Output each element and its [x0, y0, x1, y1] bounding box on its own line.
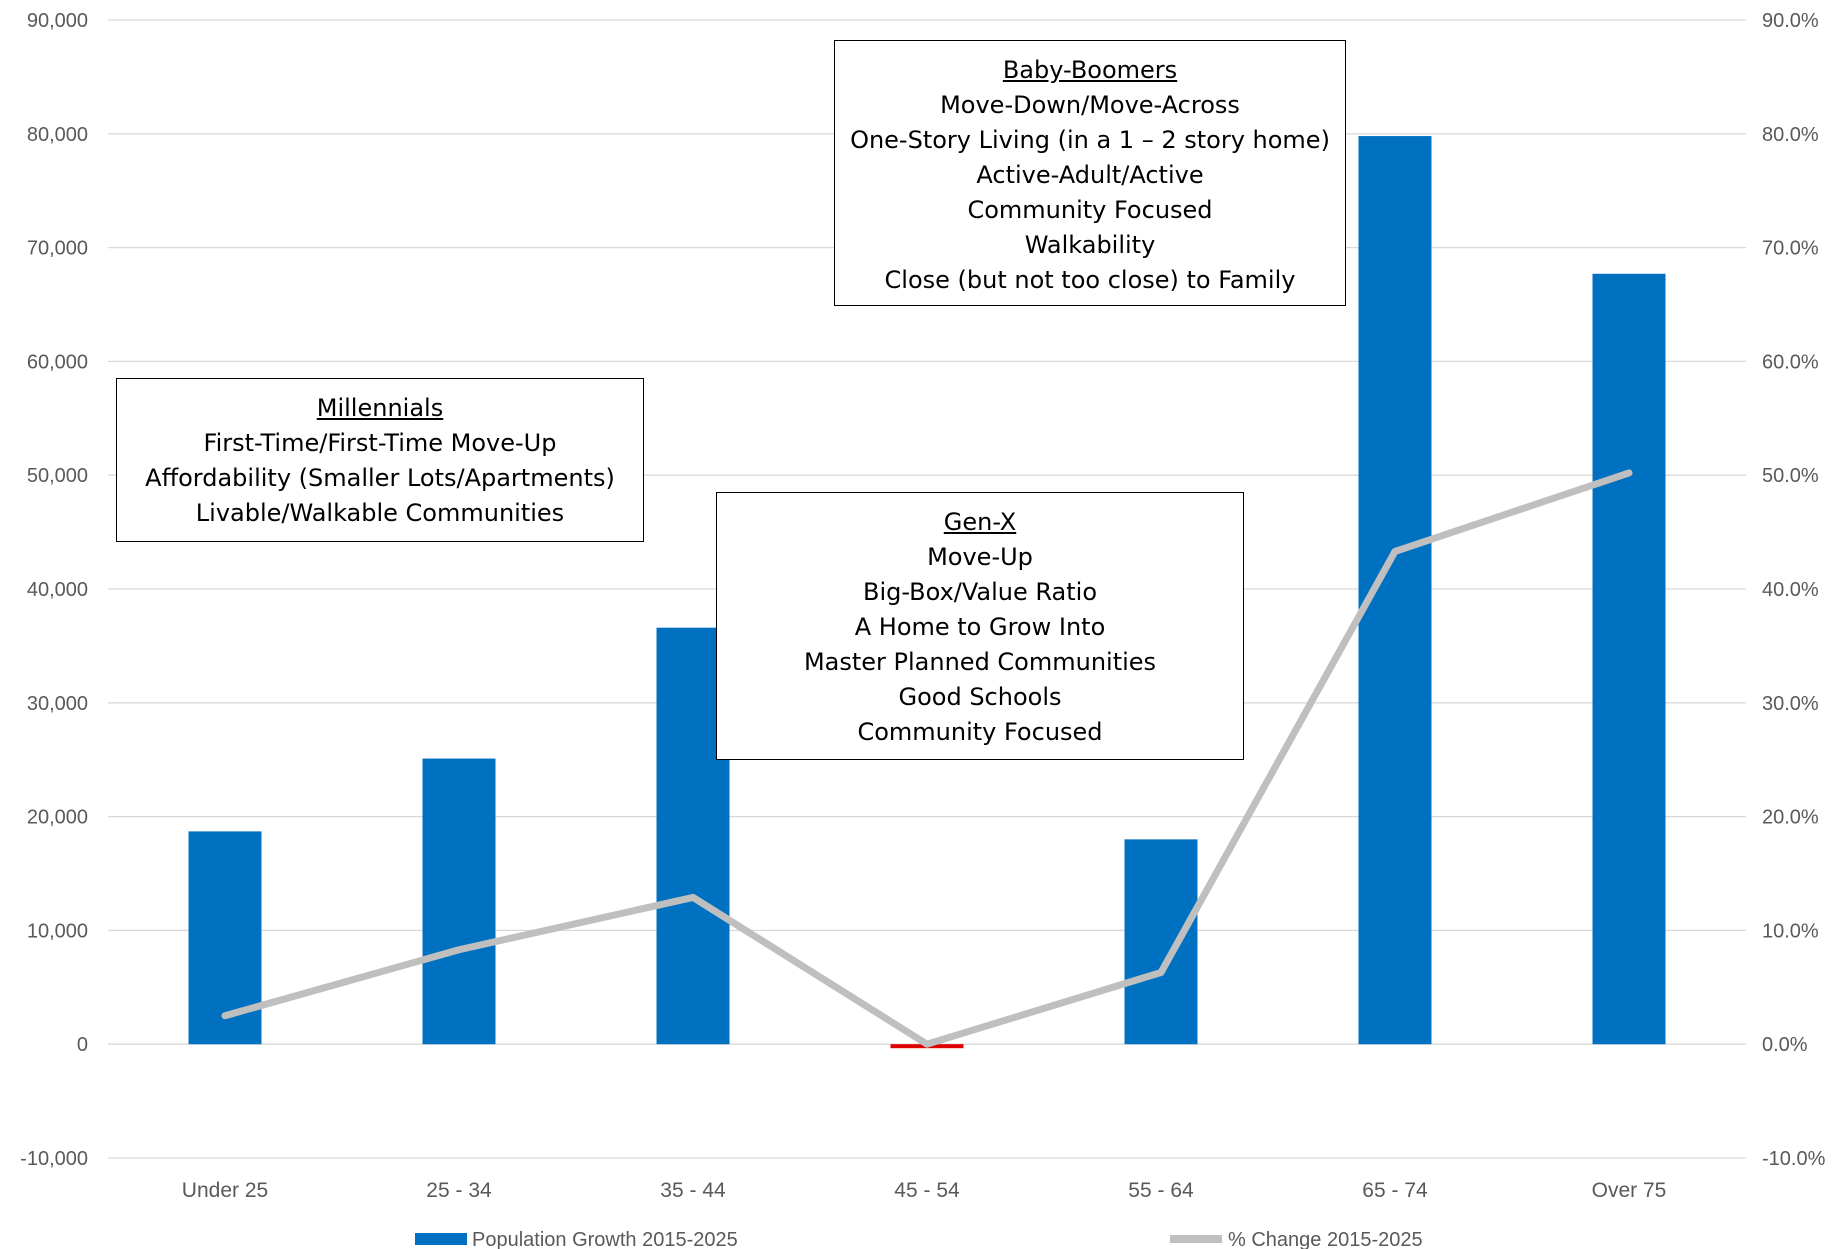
boomers-line: Community Focused — [967, 196, 1213, 224]
left-tick-label: 60,000 — [27, 351, 88, 373]
right-tick-label: 90.0% — [1762, 10, 1819, 32]
boomers-line: Move-Down/Move-Across — [940, 91, 1240, 119]
right-tick-label: 40.0% — [1762, 579, 1819, 601]
millennials-line: First-Time/First-Time Move-Up — [203, 429, 557, 457]
legend-line-label: % Change 2015-2025 — [1228, 1229, 1423, 1249]
category-label: 25 - 34 — [426, 1179, 492, 1202]
genx-line: A Home to Grow Into — [854, 613, 1106, 641]
boomers-annotation: Baby-Boomers Move-Down/Move-Across One-S… — [834, 40, 1346, 306]
right-tick-label: 70.0% — [1762, 238, 1819, 260]
boomers-line: Walkability — [1024, 231, 1156, 259]
genx-line: Master Planned Communities — [803, 648, 1157, 676]
genx-title: Gen-X — [943, 508, 1017, 536]
left-tick-label: 40,000 — [27, 579, 88, 601]
genx-line: Good Schools — [898, 683, 1062, 711]
millennials-title: Millennials — [316, 394, 444, 422]
genx-line: Community Focused — [857, 718, 1103, 746]
left-tick-label: 20,000 — [27, 807, 88, 829]
boomers-title: Baby-Boomers — [1002, 56, 1178, 84]
boomers-line: Active-Adult/Active — [976, 161, 1204, 189]
category-label: Over 75 — [1592, 1179, 1667, 1202]
legend: Population Growth 2015-2025 % Change 201… — [415, 1229, 1423, 1249]
right-tick-label: 20.0% — [1762, 807, 1819, 829]
right-tick-label: 80.0% — [1762, 124, 1819, 146]
category-label: Under 25 — [182, 1179, 268, 1202]
left-tick-label: 50,000 — [27, 465, 88, 487]
bar — [422, 758, 496, 1045]
right-axis-ticks: -10.0% 0.0% 10.0% 20.0% 30.0% 40.0% 50.0% 60.0%… — [1762, 10, 1826, 1170]
left-tick-label: 80,000 — [27, 124, 88, 146]
line-series — [221, 469, 1633, 1048]
bar — [1124, 839, 1198, 1045]
bar-series — [188, 136, 1666, 1049]
left-tick-label: 30,000 — [27, 693, 88, 715]
category-label: 45 - 54 — [894, 1179, 960, 1202]
genx-line: Move-Up — [927, 543, 1033, 571]
right-tick-label: 50.0% — [1762, 465, 1819, 487]
left-tick-label: -10,000 — [20, 1148, 88, 1170]
millennials-line: Livable/Walkable Communities — [195, 499, 565, 527]
right-tick-label: 10.0% — [1762, 920, 1819, 942]
right-tick-label: -10.0% — [1762, 1148, 1826, 1170]
percent-change-line — [221, 469, 1633, 1048]
genx-line: Big-Box/Value Ratio — [862, 578, 1098, 606]
boomers-line: One-Story Living (in a 1 – 2 story home) — [850, 126, 1330, 154]
bar — [1592, 273, 1666, 1045]
category-label: 65 - 74 — [1362, 1179, 1428, 1202]
category-label: 55 - 64 — [1128, 1179, 1194, 1202]
right-tick-label: 0.0% — [1762, 1034, 1808, 1056]
millennials-line: Affordability (Smaller Lots/Apartments) — [145, 464, 615, 492]
left-axis-ticks: -10,000 0 10,000 20,000 30,000 40,000 50,000 60… — [20, 10, 88, 1170]
right-tick-label: 60.0% — [1762, 351, 1819, 373]
category-labels: Under 25 25 - 34 35 - 44 45 - 54 55 - 64 65 -… — [182, 1179, 1667, 1202]
legend-bar-swatch — [415, 1233, 467, 1245]
category-label: 35 - 44 — [660, 1179, 726, 1202]
boomers-line: Close (but not too close) to Family — [884, 266, 1296, 294]
legend-bar-label: Population Growth 2015-2025 — [472, 1229, 738, 1249]
left-tick-label: 10,000 — [27, 920, 88, 942]
millennials-annotation: Millennials First-Time/First-Time Move-U… — [116, 378, 644, 542]
bar — [1358, 136, 1432, 1045]
genx-annotation: Gen-X Move-Up Big-Box/Value Ratio A Home… — [716, 492, 1244, 760]
left-tick-label: 0 — [77, 1034, 88, 1056]
left-tick-label: 70,000 — [27, 238, 88, 260]
left-tick-label: 90,000 — [27, 10, 88, 32]
right-tick-label: 30.0% — [1762, 693, 1819, 715]
